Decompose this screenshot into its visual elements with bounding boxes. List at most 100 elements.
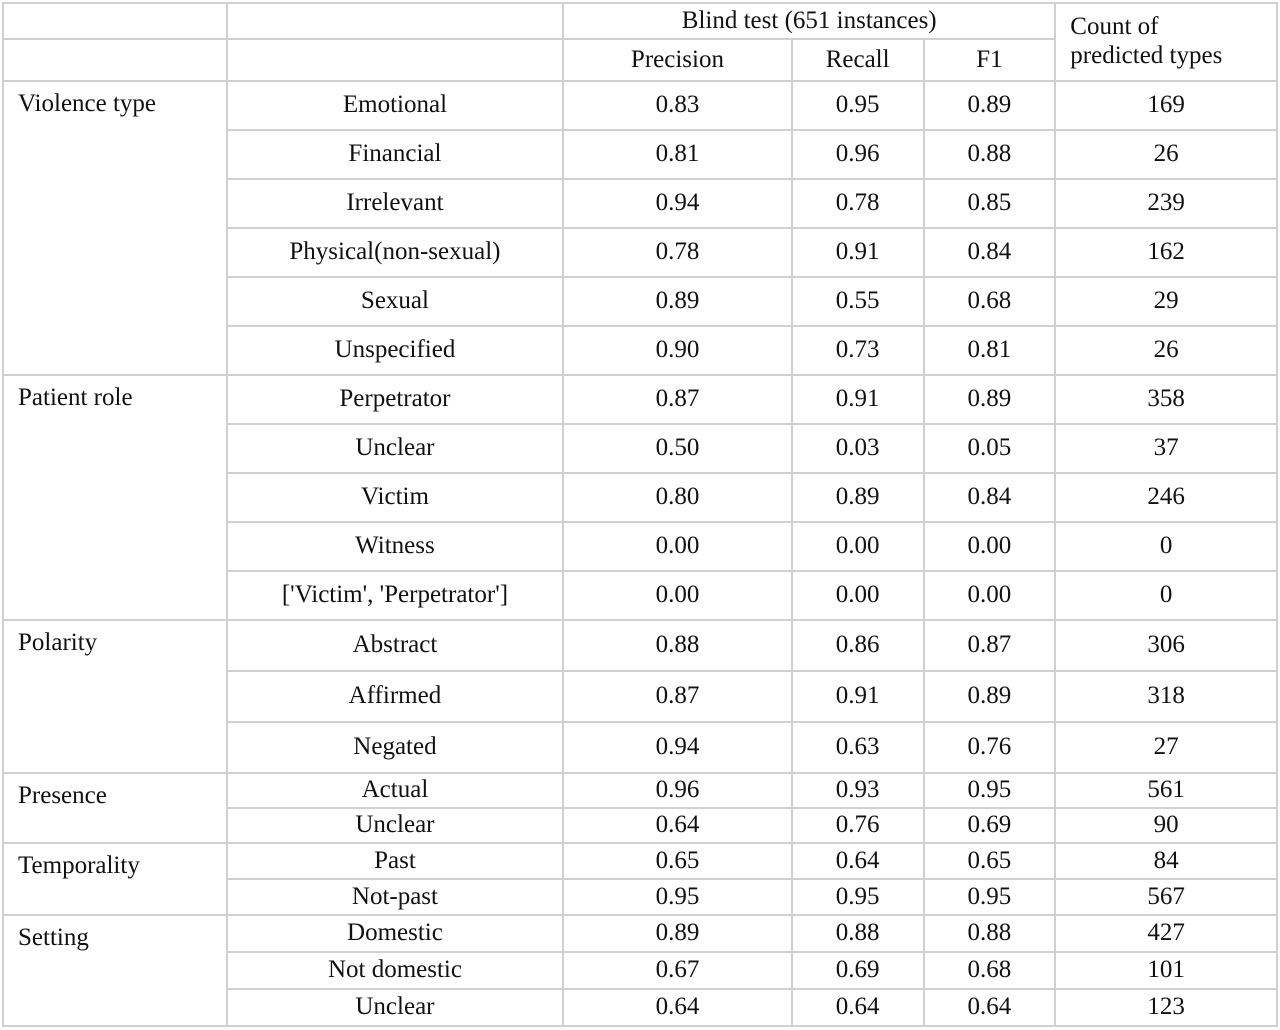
recall-cell: 0.03 bbox=[790, 423, 925, 474]
recall-cell: 0.64 bbox=[790, 842, 925, 880]
f1-cell: 0.68 bbox=[922, 951, 1057, 990]
count-cell: 27 bbox=[1054, 721, 1278, 774]
precision-cell: 0.90 bbox=[562, 325, 793, 376]
recall-cell: 0.95 bbox=[790, 878, 925, 916]
recall-cell: 0.95 bbox=[790, 80, 925, 131]
count-cell: 101 bbox=[1054, 951, 1278, 990]
precision-cell: 0.89 bbox=[562, 276, 793, 327]
count-cell: 358 bbox=[1054, 374, 1278, 425]
table-row: Financial 0.81 0.96 0.88 26 bbox=[3, 129, 1278, 180]
row-label: Emotional bbox=[225, 80, 565, 131]
count-header-line2: predicted types bbox=[1070, 42, 1223, 69]
header-empty-3 bbox=[2, 38, 228, 82]
group-label: Patient role bbox=[2, 374, 228, 621]
recall-cell: 0.00 bbox=[790, 570, 925, 621]
recall-cell: 0.86 bbox=[790, 619, 925, 672]
recall-cell: 0.91 bbox=[790, 374, 925, 425]
count-cell: 90 bbox=[1054, 807, 1278, 844]
header-empty-4 bbox=[225, 38, 565, 82]
count-cell: 26 bbox=[1054, 325, 1278, 376]
recall-cell: 0.89 bbox=[790, 472, 925, 523]
precision-cell: 0.64 bbox=[562, 807, 793, 844]
count-cell: 26 bbox=[1054, 129, 1278, 180]
precision-cell: 0.94 bbox=[562, 721, 793, 774]
recall-cell: 0.93 bbox=[790, 772, 925, 809]
f1-cell: 0.00 bbox=[922, 521, 1057, 572]
count-cell: 567 bbox=[1054, 878, 1278, 916]
table-row: Physical(non-sexual) 0.78 0.91 0.84 162 bbox=[3, 227, 1278, 278]
recall-cell: 0.00 bbox=[790, 521, 925, 572]
count-cell: 29 bbox=[1054, 276, 1278, 327]
row-label: Negated bbox=[225, 721, 565, 774]
count-cell: 318 bbox=[1054, 670, 1278, 723]
recall-cell: 0.63 bbox=[790, 721, 925, 774]
f1-cell: 0.95 bbox=[922, 772, 1057, 809]
f1-cell: 0.88 bbox=[922, 129, 1057, 180]
precision-cell: 0.88 bbox=[562, 619, 793, 672]
count-cell: 427 bbox=[1054, 914, 1278, 953]
precision-cell: 0.81 bbox=[562, 129, 793, 180]
count-cell: 169 bbox=[1054, 80, 1278, 131]
row-label: Unclear bbox=[225, 988, 565, 1027]
precision-cell: 0.50 bbox=[562, 423, 793, 474]
f1-cell: 0.00 bbox=[922, 570, 1057, 621]
precision-cell: 0.83 bbox=[562, 80, 793, 131]
table-row: Unspecified 0.90 0.73 0.81 26 bbox=[3, 325, 1278, 376]
row-label: Victim bbox=[225, 472, 565, 523]
count-cell: 306 bbox=[1054, 619, 1278, 672]
recall-cell: 0.69 bbox=[790, 951, 925, 990]
precision-cell: 0.64 bbox=[562, 988, 793, 1027]
row-label: Irrelevant bbox=[225, 178, 565, 229]
recall-cell: 0.88 bbox=[790, 914, 925, 953]
row-label: Past bbox=[225, 842, 565, 880]
group-label: Violence type bbox=[2, 80, 228, 376]
f1-cell: 0.84 bbox=[922, 227, 1057, 278]
row-label: Not domestic bbox=[225, 951, 565, 990]
precision-cell: 0.67 bbox=[562, 951, 793, 990]
count-header: Count of predicted types bbox=[1054, 2, 1278, 82]
f1-cell: 0.76 bbox=[922, 721, 1057, 774]
table-row: Not-past 0.95 0.95 0.95 567 bbox=[3, 878, 1278, 916]
f1-cell: 0.88 bbox=[922, 914, 1057, 953]
precision-cell: 0.95 bbox=[562, 878, 793, 916]
table-row: Victim 0.80 0.89 0.84 246 bbox=[3, 472, 1278, 523]
precision-header: Precision bbox=[562, 38, 793, 82]
recall-cell: 0.91 bbox=[790, 227, 925, 278]
header-empty-1 bbox=[2, 2, 228, 40]
table-row: Affirmed 0.87 0.91 0.89 318 bbox=[3, 670, 1278, 723]
table-row: Unclear 0.64 0.64 0.64 123 bbox=[3, 988, 1278, 1027]
table-row: ['Victim', 'Perpetrator'] 0.00 0.00 0.00 0 bbox=[3, 570, 1278, 621]
f1-cell: 0.95 bbox=[922, 878, 1057, 916]
row-label: Not-past bbox=[225, 878, 565, 916]
group-label: Polarity bbox=[2, 619, 228, 774]
table-row: Not domestic 0.67 0.69 0.68 101 bbox=[3, 951, 1278, 990]
recall-cell: 0.64 bbox=[790, 988, 925, 1027]
group-label: Setting bbox=[2, 914, 228, 1027]
table-row: Witness 0.00 0.00 0.00 0 bbox=[3, 521, 1278, 572]
precision-cell: 0.00 bbox=[562, 570, 793, 621]
precision-cell: 0.87 bbox=[562, 374, 793, 425]
recall-cell: 0.73 bbox=[790, 325, 925, 376]
table-row: Unclear 0.50 0.03 0.05 37 bbox=[3, 423, 1278, 474]
f1-cell: 0.64 bbox=[922, 988, 1057, 1027]
row-label: Unclear bbox=[225, 807, 565, 844]
table-row: Violence type Emotional 0.83 0.95 0.89 169 bbox=[2, 80, 1278, 376]
precision-cell: 0.89 bbox=[562, 914, 793, 953]
recall-cell: 0.91 bbox=[790, 670, 925, 723]
table-row: Unclear 0.64 0.76 0.69 90 bbox=[3, 807, 1278, 844]
recall-cell: 0.96 bbox=[790, 129, 925, 180]
group-label: Temporality bbox=[2, 842, 228, 916]
row-label: Affirmed bbox=[225, 670, 565, 723]
row-label: Unclear bbox=[225, 423, 565, 474]
header-row-2: Precision Recall F1 bbox=[2, 38, 1277, 82]
row-label: Abstract bbox=[225, 619, 565, 672]
f1-cell: 0.69 bbox=[922, 807, 1057, 844]
f1-cell: 0.87 bbox=[922, 619, 1057, 672]
precision-cell: 0.94 bbox=[562, 178, 793, 229]
row-label: Perpetrator bbox=[225, 374, 565, 425]
row-label: Witness bbox=[225, 521, 565, 572]
count-header-line1: Count of bbox=[1070, 13, 1159, 41]
recall-cell: 0.55 bbox=[790, 276, 925, 327]
row-label: Sexual bbox=[225, 276, 565, 327]
